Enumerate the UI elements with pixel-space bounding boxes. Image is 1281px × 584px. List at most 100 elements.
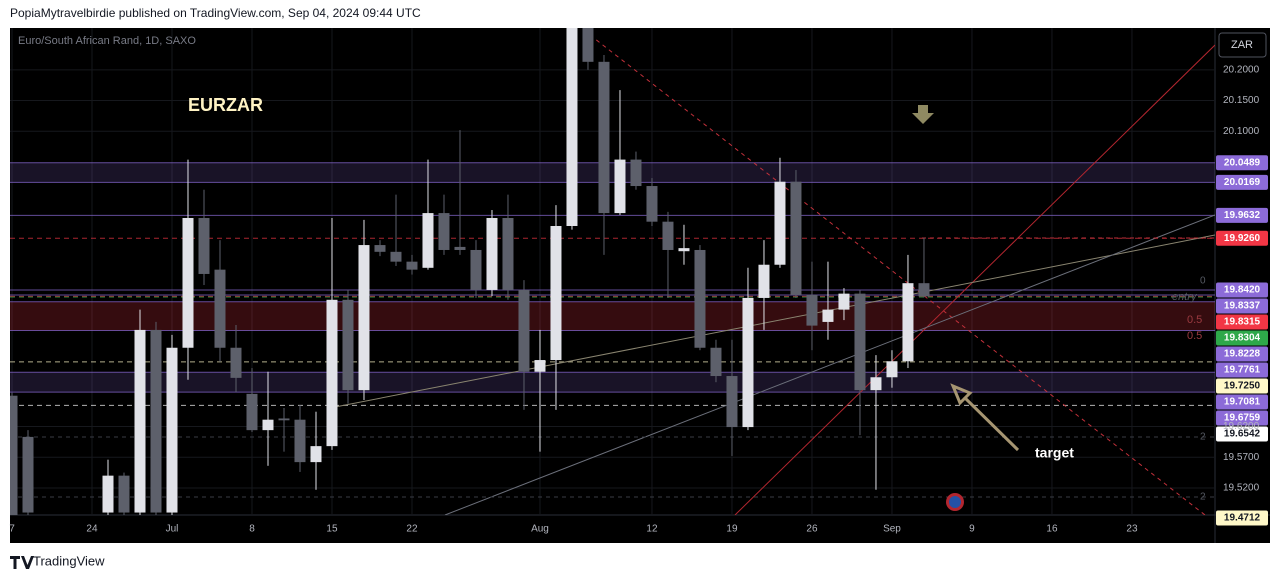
candle-body xyxy=(790,181,802,295)
price-label: 19.7761 xyxy=(1224,365,1261,376)
candle-body xyxy=(774,181,786,265)
x-tick-label: 23 xyxy=(1126,524,1138,535)
x-tick-label: 26 xyxy=(806,524,818,535)
price-label-box xyxy=(1216,510,1268,526)
candle-body xyxy=(566,28,578,226)
x-tick-label: 16 xyxy=(1046,524,1058,535)
chart-title: EURZAR xyxy=(188,95,263,115)
event-icon-inner xyxy=(949,496,961,508)
y-tick-label: 19.5200 xyxy=(1223,483,1260,494)
price-label: 19.8304 xyxy=(1224,333,1261,344)
candle-body xyxy=(342,299,354,391)
price-label: 19.9632 xyxy=(1224,210,1261,221)
price-label-box xyxy=(1216,378,1268,394)
candle-body xyxy=(502,218,514,290)
candle-body xyxy=(582,28,594,62)
candle-body xyxy=(150,329,162,513)
price-label-box xyxy=(1216,314,1268,330)
price-label-box xyxy=(1216,207,1268,223)
x-tick-label: 22 xyxy=(406,524,418,535)
trend-line xyxy=(589,34,1206,515)
candle-body xyxy=(486,218,498,290)
candle-body xyxy=(662,221,674,250)
price-label: 19.9260 xyxy=(1224,233,1261,244)
logo xyxy=(10,556,34,569)
price-label: 20.0169 xyxy=(1224,177,1261,188)
fib-label: 2 xyxy=(1200,492,1206,503)
trend-line xyxy=(329,234,1215,409)
candle-body xyxy=(806,294,818,326)
price-label-box xyxy=(1216,330,1268,346)
price-label-box xyxy=(1216,174,1268,190)
trend-line xyxy=(734,44,1215,515)
candle-body xyxy=(10,395,18,515)
candle-body xyxy=(454,246,466,250)
price-label: 20.0489 xyxy=(1224,157,1261,168)
fib-label: 0 xyxy=(1200,276,1206,287)
x-tick-label: 15 xyxy=(326,524,338,535)
y-tick-label: 19.6200 xyxy=(1223,421,1260,432)
candle-body xyxy=(134,329,146,513)
candle-body xyxy=(262,419,274,431)
candle-body xyxy=(902,283,914,362)
x-tick-label: Sep xyxy=(883,524,901,535)
candle-body xyxy=(886,361,898,378)
fib-label: 0.5 xyxy=(1187,314,1202,326)
candle-body xyxy=(278,418,290,421)
candle-body xyxy=(406,261,418,270)
price-label-box xyxy=(1216,155,1268,171)
candles-layer xyxy=(10,28,930,515)
symbol-info: Euro/South African Rand, 1D, SAXO xyxy=(18,35,196,47)
price-label: 19.8337 xyxy=(1224,301,1261,312)
candle-body xyxy=(310,446,322,463)
price-label: 19.7081 xyxy=(1224,397,1261,408)
zones-layer xyxy=(10,162,1215,406)
price-label-box xyxy=(1216,362,1268,378)
price-levels: 20.0489 20.0169 19.9632 19.9260 19.8420 19.83… xyxy=(1216,155,1268,526)
candle-body xyxy=(742,297,754,428)
candle-body xyxy=(102,475,114,513)
price-label: 19.4712 xyxy=(1224,513,1261,524)
zone xyxy=(10,372,1215,393)
candle-body xyxy=(230,347,242,378)
candle-body xyxy=(758,264,770,298)
candle-body xyxy=(246,393,258,431)
x-tick-label: 9 xyxy=(969,524,975,535)
y-tick-label: 20.2000 xyxy=(1223,64,1260,75)
x-tick-label: 19 xyxy=(726,524,738,535)
candle-body xyxy=(470,249,482,290)
currency-label: ZAR xyxy=(1231,39,1253,51)
price-label: 19.6759 xyxy=(1224,413,1261,424)
trend-line xyxy=(444,214,1215,515)
candle-body xyxy=(710,347,722,377)
candle-body xyxy=(614,159,626,214)
candle-body xyxy=(678,248,690,252)
price-label-box xyxy=(1216,230,1268,246)
zone xyxy=(10,301,1215,331)
x-tick-label: 8 xyxy=(249,524,255,535)
candle-body xyxy=(630,159,642,187)
y-tick-label: 20.1000 xyxy=(1223,126,1260,137)
x-tick-label: Jul xyxy=(166,524,179,535)
currency-button[interactable] xyxy=(1218,32,1267,58)
candle-body xyxy=(646,186,658,222)
price-label: 19.7250 xyxy=(1224,381,1261,392)
candle-body xyxy=(694,249,706,348)
y-tick-label: 20.1500 xyxy=(1223,95,1260,106)
target-arrow xyxy=(950,383,1020,452)
candle-body xyxy=(918,283,930,297)
price-label: 19.8315 xyxy=(1224,317,1261,328)
x-tick-label: 12 xyxy=(646,524,658,535)
candle-body xyxy=(118,475,130,513)
annotation: entry xyxy=(1172,291,1198,303)
price-label: 19.8228 xyxy=(1224,349,1261,360)
header: PopiaMytravelbirdie published on Trading… xyxy=(10,6,421,20)
zone xyxy=(10,162,1215,183)
candle-body xyxy=(838,293,850,310)
price-label-box xyxy=(1216,426,1268,442)
x-tick-label: Aug xyxy=(531,524,549,535)
candle-body xyxy=(374,245,386,252)
fib-label: 0.5 xyxy=(1187,330,1202,342)
fib-label: 2 xyxy=(1200,432,1206,443)
